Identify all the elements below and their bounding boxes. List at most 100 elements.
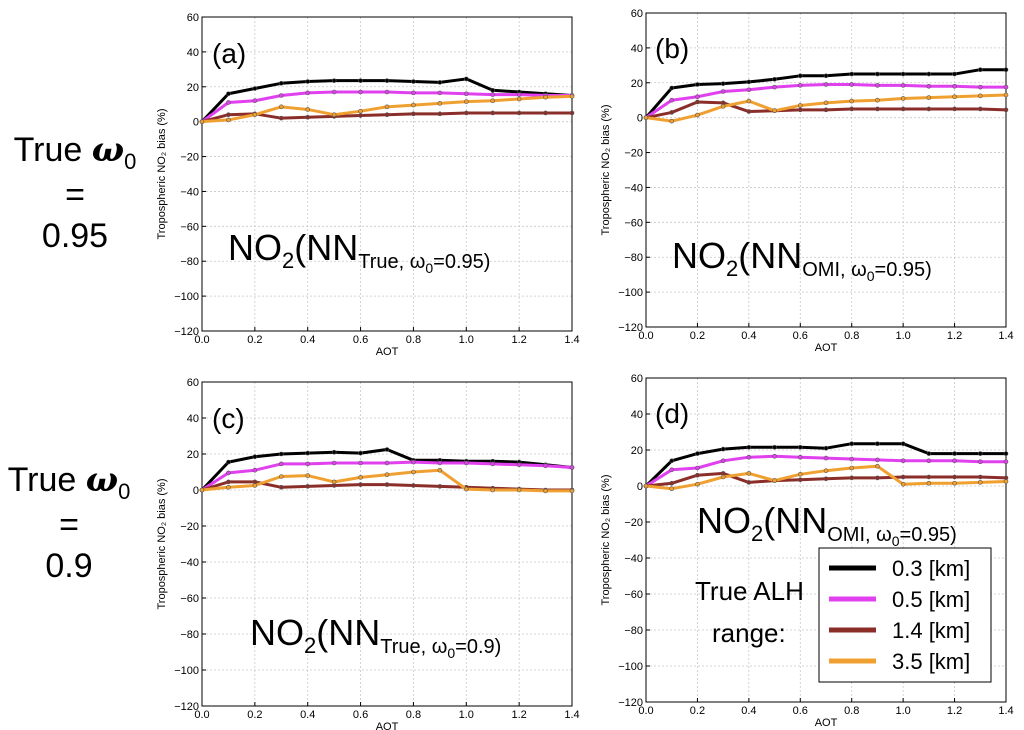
data-point xyxy=(926,480,932,486)
data-point xyxy=(797,73,803,79)
y-tick-label: −80 xyxy=(180,256,199,268)
data-point xyxy=(720,89,726,94)
data-point xyxy=(772,84,777,90)
data-point xyxy=(797,471,803,477)
data-point xyxy=(669,85,675,91)
data-point xyxy=(823,73,829,79)
x-tick-label: 0.0 xyxy=(194,709,209,721)
annotation-part: NO xyxy=(228,227,282,268)
panel-annotation: NO2(NNTrue, ω0=0.9) xyxy=(250,612,501,661)
data-point xyxy=(746,480,752,485)
data-point xyxy=(437,111,443,117)
annotation-part: 2 xyxy=(282,248,294,273)
x-tick-label: 0.6 xyxy=(793,330,808,342)
data-point xyxy=(977,480,983,485)
data-point xyxy=(926,474,932,480)
annotation-part: 2 xyxy=(726,256,738,281)
data-point xyxy=(952,451,957,456)
legend-title-line-1: True ALH xyxy=(695,576,804,606)
data-point xyxy=(226,117,231,123)
data-point xyxy=(358,108,363,114)
data-point xyxy=(305,79,311,84)
data-point xyxy=(695,99,700,105)
data-point xyxy=(926,95,932,100)
data-point xyxy=(490,87,496,93)
data-point xyxy=(516,96,522,102)
y-tick-label: 20 xyxy=(631,445,643,457)
data-point xyxy=(849,456,855,462)
data-point xyxy=(849,106,855,112)
annotation-part: 2 xyxy=(751,521,763,546)
data-point xyxy=(516,487,522,493)
y-tick-label: 40 xyxy=(631,409,643,421)
data-point xyxy=(278,93,284,98)
data-point xyxy=(411,102,416,108)
data-point xyxy=(252,86,258,91)
data-point xyxy=(411,459,416,465)
annotation-part: 0 xyxy=(447,645,455,661)
data-point xyxy=(278,80,284,86)
data-point xyxy=(695,472,700,478)
x-tick-label: 1.0 xyxy=(895,330,910,342)
omega-subscript: 0 xyxy=(124,148,137,174)
data-point xyxy=(411,90,416,96)
data-point xyxy=(516,92,522,97)
data-point xyxy=(772,76,777,82)
x-tick-label: 0.4 xyxy=(300,709,315,721)
data-point xyxy=(926,83,932,89)
data-point xyxy=(823,107,829,113)
y-tick-label: −40 xyxy=(624,553,643,565)
y-axis-label: Tropospheric NO₂ bias (%) xyxy=(156,478,168,609)
data-point xyxy=(569,110,575,116)
data-point xyxy=(926,458,932,464)
data-point xyxy=(569,488,575,494)
data-point xyxy=(411,483,416,488)
equals-sign: = xyxy=(65,176,85,215)
data-point xyxy=(772,444,777,450)
data-point xyxy=(669,480,675,486)
data-point xyxy=(226,470,231,476)
data-point xyxy=(569,94,575,99)
data-point xyxy=(463,76,469,82)
data-point xyxy=(720,458,726,464)
y-tick-label: −100 xyxy=(618,287,643,299)
data-point xyxy=(823,100,829,106)
data-point xyxy=(437,80,443,85)
data-point xyxy=(463,110,469,116)
data-point xyxy=(490,98,496,104)
data-point xyxy=(305,484,311,489)
data-point xyxy=(797,477,803,483)
panel-label: (b) xyxy=(655,33,689,64)
data-point xyxy=(358,482,363,487)
x-tick-label: 1.2 xyxy=(511,709,526,721)
annotation-part: 2 xyxy=(304,633,316,658)
data-point xyxy=(746,98,752,104)
true-prefix: True xyxy=(13,131,83,169)
data-point xyxy=(305,461,311,467)
x-tick-label: 0.6 xyxy=(793,705,808,717)
data-point xyxy=(823,445,829,451)
data-point xyxy=(772,478,777,483)
data-point xyxy=(516,462,522,468)
y-tick-label: −80 xyxy=(180,629,199,641)
data-point xyxy=(384,104,390,110)
annotation-part: =0.95) xyxy=(875,259,932,281)
data-point xyxy=(900,474,906,480)
y-tick-label: −120 xyxy=(174,701,199,713)
chart-panel: 0.0 0.2 0.4 0.6 0.8 1.0 1.2 1.4 −120 −100 −80 −60 −4… xyxy=(156,12,580,358)
plot-frame xyxy=(645,12,1007,328)
data-point xyxy=(226,484,231,490)
x-tick-label: 0.6 xyxy=(353,709,368,721)
data-point xyxy=(900,96,906,101)
row-label-top: True ω0 = 0.95 xyxy=(0,130,150,257)
data-point xyxy=(669,110,675,115)
x-axis-label: AOT xyxy=(815,342,838,354)
chart-panel: 0.0 0.2 0.4 0.6 0.8 1.0 1.2 1.4 −120 −100 −80 −60 −4… xyxy=(600,8,1014,354)
x-tick-label: 0.4 xyxy=(741,330,756,342)
annotation-part: (NN xyxy=(316,612,380,653)
annotation-part: =0.95) xyxy=(900,524,957,546)
omega-value: 0.9 xyxy=(45,546,93,585)
data-point xyxy=(720,81,726,86)
x-tick-label: 0.2 xyxy=(690,705,705,717)
data-point xyxy=(952,71,957,77)
